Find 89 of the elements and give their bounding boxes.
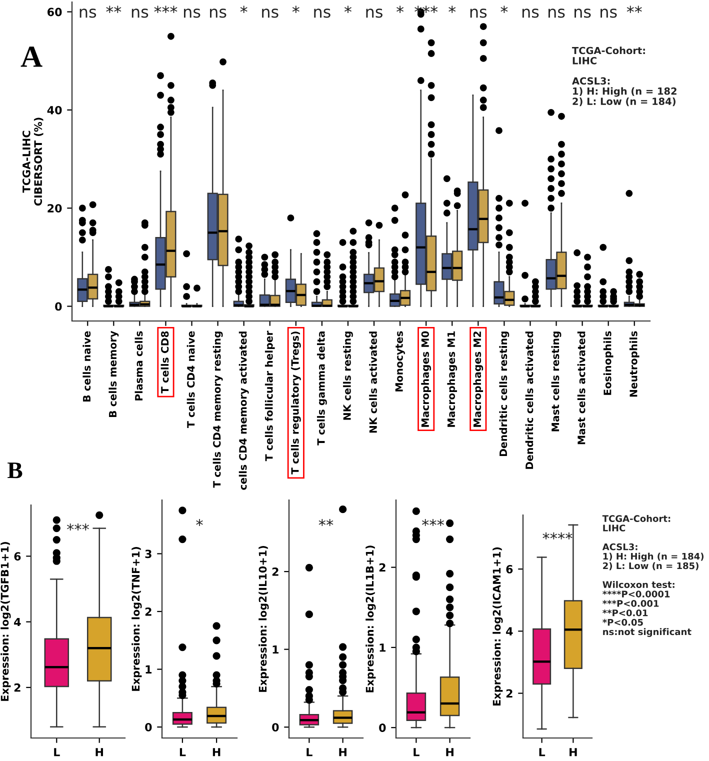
x-tick-label: L xyxy=(306,748,312,756)
x-tick-label: L xyxy=(54,748,60,756)
y-tick-label: 1 xyxy=(272,645,279,654)
annotation: * xyxy=(500,6,508,14)
annotation: ns xyxy=(600,8,617,18)
x-tick-label: H xyxy=(446,748,454,756)
x-tick-label: Monocytes xyxy=(395,331,405,392)
x-tick-label: Macrophages M0 xyxy=(421,331,432,427)
x-tick-label: B cells memory xyxy=(108,330,119,418)
x-tick-label: Eosinophils xyxy=(603,331,614,395)
annotation: ns xyxy=(80,8,96,18)
x-tick-label: H xyxy=(96,748,103,756)
y-tick-label: 40 xyxy=(47,106,62,114)
x-tick-label: L xyxy=(414,748,420,756)
y-axis-title: Expression: log2(IL1B+1) xyxy=(366,546,376,692)
y-tick-label: 1 xyxy=(380,644,386,652)
y-tick-label: 2 xyxy=(14,683,20,692)
y-tick-label: 0 xyxy=(55,302,62,311)
y-tick-label: 4 xyxy=(14,618,21,626)
y-tick-label: 2 xyxy=(506,689,512,698)
x-tick-label: Macrophages M2 xyxy=(473,332,484,427)
text: B xyxy=(8,462,22,478)
y-tick-label: 2 xyxy=(145,607,152,616)
x-tick-label: H xyxy=(339,748,346,756)
x-tick-label: Plasma cells xyxy=(134,331,143,400)
y-axis-title: Expression: log2(TNF+1) xyxy=(132,547,142,691)
x-tick-label: T cells gamma delta xyxy=(317,332,327,446)
y-tick-label: 60 xyxy=(48,8,62,16)
x-tick-label: T cells CD8 xyxy=(160,331,169,394)
x-tick-label: NK cells activated xyxy=(369,332,377,433)
annotation: ns xyxy=(314,8,330,18)
y-axis-title: Expression: log2(IL10+1) xyxy=(258,546,269,692)
y-tick-label: 20 xyxy=(48,204,62,212)
annotation: ns xyxy=(366,8,382,18)
annotation: ns xyxy=(470,8,487,18)
x-tick-label: B cells naive xyxy=(82,331,91,402)
annotation: ** xyxy=(626,6,642,14)
annotation: *** xyxy=(154,6,178,14)
annotation: *** xyxy=(414,6,438,14)
text: TCGA-Cohort: LIHC ACSL3: 1) H: High (n = 182 2) L: Low (n = 184) xyxy=(572,46,676,106)
x-tick-label: H xyxy=(570,748,577,756)
x-tick-label: L xyxy=(180,748,186,756)
x-tick-label: T cells CD4 memory resting xyxy=(212,332,223,488)
annotation: **** xyxy=(542,532,572,540)
y-axis-title: TCGA-LIHC CIBERSORT (%) xyxy=(22,118,44,206)
annotation: * xyxy=(240,6,248,14)
annotation: *** xyxy=(422,519,444,526)
annotation: * xyxy=(292,6,300,14)
annotation: ns xyxy=(210,8,226,18)
y-tick-label: 1 xyxy=(146,665,152,674)
y-tick-label: 3 xyxy=(145,550,152,558)
y-axis-title: Expression: log2(ICAM1+1) xyxy=(492,547,503,706)
x-tick-label: T cells regulatory (Tregs) xyxy=(290,332,301,474)
annotation: ns xyxy=(574,8,591,18)
y-axis-title: Expression: log2(TGFB1+1) xyxy=(0,542,11,701)
y-tick-label: 2 xyxy=(272,568,278,576)
x-tick-label: H xyxy=(212,748,220,756)
y-tick-label: 6 xyxy=(506,565,513,574)
y-tick-label: 4 xyxy=(506,627,513,636)
x-tick-label: Dendritic cells resting xyxy=(499,332,510,456)
annotation: *** xyxy=(67,524,89,530)
x-tick-label: NK cells resting xyxy=(343,332,353,420)
x-tick-label: Dendritic cells activated xyxy=(525,332,534,469)
x-tick-label: Mast cells resting xyxy=(551,332,562,432)
x-tick-label: Macrophages M1 xyxy=(447,331,458,427)
x-tick-label: L xyxy=(539,748,546,756)
x-tick-label: Neutrophils xyxy=(629,331,640,397)
annotation: ns xyxy=(132,8,148,18)
x-tick-label: cells CD4 memory activated xyxy=(238,332,249,490)
x-tick-label: T cells follicular helper xyxy=(264,330,275,462)
y-tick-label: 6 xyxy=(14,552,21,561)
annotation: * xyxy=(196,519,203,526)
text: A xyxy=(20,46,42,67)
annotation: ns xyxy=(184,8,200,18)
annotation: ns xyxy=(262,8,278,18)
annotation: * xyxy=(396,6,404,14)
text: TCGA-Cohort: LIHC ACSL3: 1) H: High (n = 184) 2) L: Low (n = 185) Wilcoxon test: ****P<0.0001 ***P<0.001 **P<0.01 *P<0.05 ns:not significant xyxy=(602,515,704,637)
y-tick-label: 0 xyxy=(379,724,386,732)
y-tick-label: 0 xyxy=(145,723,152,732)
annotation: ns xyxy=(548,8,565,18)
annotation: * xyxy=(344,6,352,14)
annotation: * xyxy=(448,6,456,14)
y-tick-label: 0 xyxy=(272,723,279,732)
y-tick-label: 2 xyxy=(379,563,386,572)
annotation: ** xyxy=(318,519,334,526)
annotation: ns xyxy=(522,8,539,18)
x-tick-label: Mast cells activated xyxy=(577,332,586,444)
annotation: ** xyxy=(106,6,122,14)
x-tick-label: T cells CD4 naive xyxy=(186,331,195,428)
